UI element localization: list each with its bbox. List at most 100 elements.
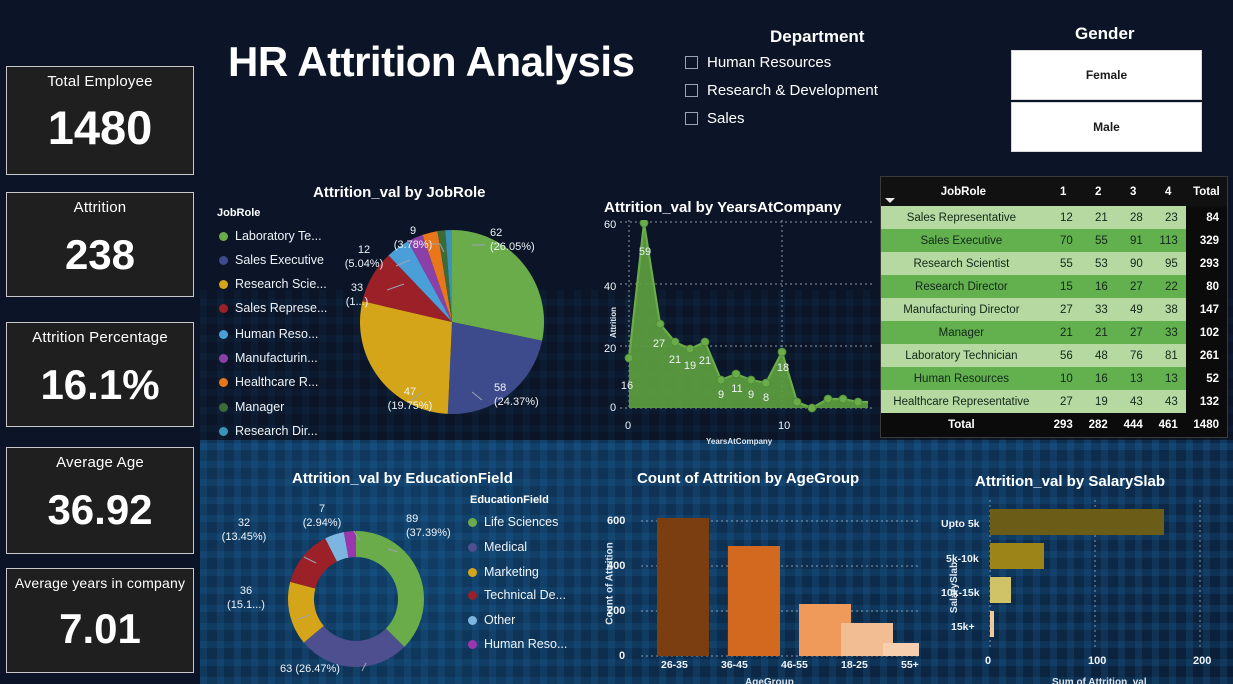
legend-item-jobrole-2[interactable]: Research Scie... <box>219 277 327 291</box>
pie-slice-research-scientist[interactable] <box>359 301 452 414</box>
legend-color-swatch <box>219 255 228 265</box>
area-point-label-0: 16 <box>620 380 634 392</box>
legend-label: Sales Executive <box>235 253 324 267</box>
table-row[interactable]: Laboratory Technician 56 48 76 81 261 <box>881 344 1227 367</box>
data-point-15[interactable] <box>853 397 863 407</box>
data-point-3[interactable] <box>670 337 680 347</box>
bar-upto-5k[interactable] <box>990 509 1164 535</box>
kpi-card-attrition-percentage: Attrition Percentage 16.1% <box>6 322 194 427</box>
table-row[interactable]: Manager 21 21 27 33 102 <box>881 321 1227 344</box>
data-point-9[interactable] <box>761 378 771 388</box>
data-point-0[interactable] <box>624 353 634 363</box>
data-point-11[interactable] <box>792 397 802 407</box>
table-row[interactable]: Human Resources 10 16 13 13 52 <box>881 367 1227 390</box>
donut-chart-educationfield[interactable] <box>276 519 436 679</box>
bar-15k-plus[interactable] <box>990 611 994 637</box>
department-option-human-resources[interactable]: Human Resources <box>685 54 831 71</box>
kpi-value: 238 <box>64 231 136 278</box>
bar-26-35[interactable] <box>657 518 709 656</box>
bar-5k-10k[interactable] <box>990 543 1044 569</box>
jobrole-matrix-table[interactable]: JobRole 1 2 3 4 Total Sales Representati… <box>880 176 1228 438</box>
department-option-sales[interactable]: Sales <box>685 110 745 127</box>
chart-title-jobrole-pie: Attrition_val by JobRole <box>313 184 486 201</box>
pie-slice-manufacturing-director[interactable] <box>408 234 452 322</box>
pie-slice-research-director[interactable] <box>445 230 452 322</box>
data-point-6[interactable] <box>716 375 726 385</box>
pie-chart-jobrole[interactable] <box>352 222 552 422</box>
data-point-8[interactable] <box>746 375 756 385</box>
column-header-1[interactable]: 1 <box>1045 177 1081 206</box>
legend-item-education-5[interactable]: Human Reso... <box>468 637 567 651</box>
bar-10k-15k[interactable] <box>990 577 1011 603</box>
legend-item-education-4[interactable]: Other <box>468 613 515 627</box>
pie-slice-healthcare-representative[interactable] <box>422 231 453 322</box>
legend-item-jobrole-3[interactable]: Sales Represe... <box>219 301 327 315</box>
bar-chart-agegroup[interactable] <box>641 518 919 658</box>
pie-slice-sales-representative[interactable] <box>362 255 452 322</box>
legend-item-jobrole-5[interactable]: Manufacturin... <box>219 351 318 365</box>
gender-button-female[interactable]: Female <box>1011 50 1202 100</box>
legend-item-education-0[interactable]: Life Sciences <box>468 515 558 529</box>
checkbox-icon[interactable] <box>685 56 698 69</box>
data-point-5[interactable] <box>700 337 710 347</box>
xtick-10: 10 <box>778 420 791 432</box>
gender-button-male[interactable]: Male <box>1011 102 1202 152</box>
kpi-card-attrition: Attrition 238 <box>6 192 194 297</box>
legend-item-jobrole-0[interactable]: Laboratory Te... <box>219 229 322 243</box>
data-point-2[interactable] <box>655 319 665 329</box>
legend-color-swatch <box>468 615 477 625</box>
data-point-14[interactable] <box>838 394 848 404</box>
table-row[interactable]: Sales Executive 70 55 91 113 329 <box>881 229 1227 252</box>
column-header-jobrole[interactable]: JobRole <box>881 177 1046 206</box>
area-fill <box>629 223 868 408</box>
pie-slice-laboratory-technician[interactable] <box>452 230 545 341</box>
data-point-12[interactable] <box>807 403 817 413</box>
legend-item-education-3[interactable]: Technical De... <box>468 588 566 602</box>
donut-slice-medical[interactable] <box>288 531 424 667</box>
bar-36-45[interactable] <box>728 546 780 656</box>
donut-slice-human-resources[interactable] <box>288 531 424 667</box>
legend-item-jobrole-7[interactable]: Manager <box>219 400 284 414</box>
column-header-3[interactable]: 3 <box>1115 177 1151 206</box>
legend-label: Healthcare R... <box>235 375 319 389</box>
gender-filter-title: Gender <box>1075 24 1135 43</box>
legend-item-jobrole-6[interactable]: Healthcare R... <box>219 375 318 389</box>
checkbox-icon[interactable] <box>685 112 698 125</box>
bar-55plus[interactable] <box>883 643 919 656</box>
department-option-research-development[interactable]: Research & Development <box>685 82 878 99</box>
table-row[interactable]: Manufacturing Director 27 33 49 38 147 <box>881 298 1227 321</box>
table-row[interactable]: Research Director 15 16 27 22 80 <box>881 275 1227 298</box>
column-header-2[interactable]: 2 <box>1080 177 1116 206</box>
area-point-label-6: 9 <box>717 389 725 401</box>
data-point-1[interactable] <box>639 220 649 228</box>
checkbox-icon[interactable] <box>685 84 698 97</box>
xtick-agegroup-2: 46-55 <box>781 659 808 671</box>
pie-slice-human-resources[interactable] <box>388 241 453 322</box>
column-header-total[interactable]: Total <box>1185 177 1227 206</box>
legend-item-education-2[interactable]: Marketing <box>468 565 539 579</box>
table-row[interactable]: Healthcare Representative 27 19 43 43 13… <box>881 390 1227 413</box>
area-point-label-4: 19 <box>683 360 697 372</box>
legend-item-jobrole-4[interactable]: Human Reso... <box>219 327 318 341</box>
table-row[interactable]: Research Scientist 55 53 90 95 293 <box>881 252 1227 275</box>
pie-label-jobrole-1: 58 (24.37%) <box>494 382 539 408</box>
area-chart-yearsatcompany[interactable] <box>620 220 872 420</box>
data-point-10[interactable] <box>777 347 787 357</box>
area-point-label-7: 11 <box>731 383 743 395</box>
data-point-7[interactable] <box>731 369 741 379</box>
table-row[interactable]: Sales Representative 12 21 28 23 84 <box>881 206 1227 229</box>
legend-item-jobrole-8[interactable]: Research Dir... <box>219 424 318 438</box>
data-point-13[interactable] <box>823 394 833 404</box>
legend-item-education-1[interactable]: Medical <box>468 540 527 554</box>
xtick-agegroup-0: 26-35 <box>661 659 688 671</box>
data-point-4[interactable] <box>685 344 695 354</box>
pie-slice-sales-executive[interactable] <box>447 322 543 414</box>
bar-chart-salaryslab[interactable] <box>989 500 1219 648</box>
chevron-down-icon[interactable] <box>885 198 895 203</box>
donut-slice-marketing[interactable] <box>288 531 424 667</box>
pie-slice-manager[interactable] <box>437 230 453 322</box>
legend-item-jobrole-1[interactable]: Sales Executive <box>219 253 324 267</box>
axis-label-agegroup-x: AgeGroup <box>745 677 794 684</box>
ytick-salaryslab-1: 5k-10k <box>946 553 979 565</box>
column-header-4[interactable]: 4 <box>1150 177 1186 206</box>
